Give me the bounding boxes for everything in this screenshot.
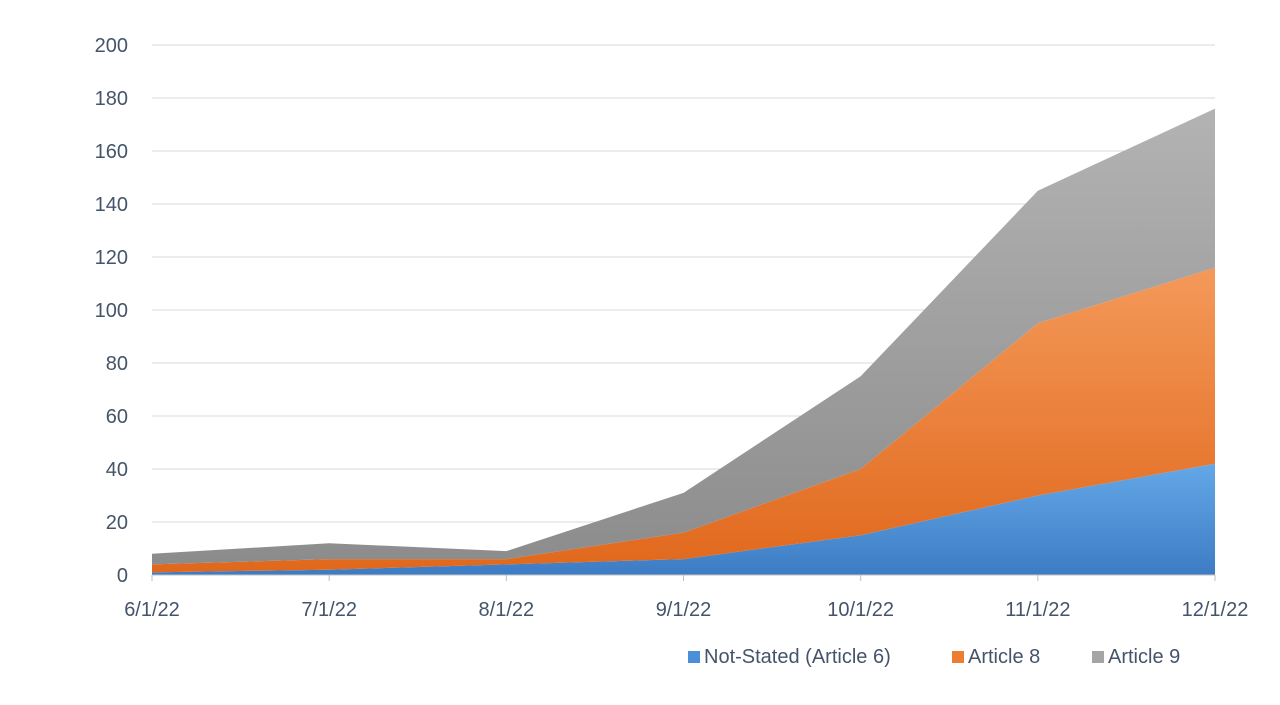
x-tick-label: 8/1/22 — [479, 599, 535, 621]
legend: Not-Stated (Article 6) Article 8 Article 9 — [688, 646, 1180, 668]
y-tick-label: 200 — [95, 35, 128, 57]
y-tick-label: 160 — [95, 141, 128, 163]
x-tick-label: 9/1/22 — [656, 599, 712, 621]
x-tick-label: 12/1/22 — [1182, 599, 1249, 621]
y-tick-label: 0 — [117, 565, 128, 587]
y-tick-label: 80 — [106, 353, 128, 375]
area-0 — [152, 463, 1215, 575]
legend-swatch — [952, 651, 964, 663]
y-tick-label: 120 — [95, 247, 128, 269]
area-2 — [152, 108, 1215, 565]
y-tick-label: 60 — [106, 406, 128, 428]
legend-label: Not-Stated (Article 6) — [704, 646, 891, 668]
x-tick-label: 11/1/22 — [1005, 599, 1070, 621]
axes: 0 20 40 60 80 100 120 140 160 180 200 6/1/22 7/1/22 8… — [95, 35, 1249, 621]
y-tick-label: 40 — [106, 459, 128, 481]
gridlines — [152, 44, 1215, 523]
y-tick-label: 140 — [95, 194, 128, 216]
legend-swatch — [688, 651, 700, 663]
area-1 — [152, 267, 1215, 573]
area-series — [152, 108, 1215, 575]
x-tick-label: 10/1/22 — [827, 599, 894, 621]
y-tick-label: 180 — [95, 88, 128, 110]
x-tick-label: 7/1/22 — [301, 599, 357, 621]
x-tick-label: 6/1/22 — [124, 599, 180, 621]
y-tick-label: 20 — [106, 512, 128, 534]
legend-swatch — [1092, 651, 1104, 663]
y-tick-label: 100 — [95, 300, 128, 322]
legend-label: Article 8 — [968, 646, 1040, 668]
legend-label: Article 9 — [1108, 646, 1180, 668]
